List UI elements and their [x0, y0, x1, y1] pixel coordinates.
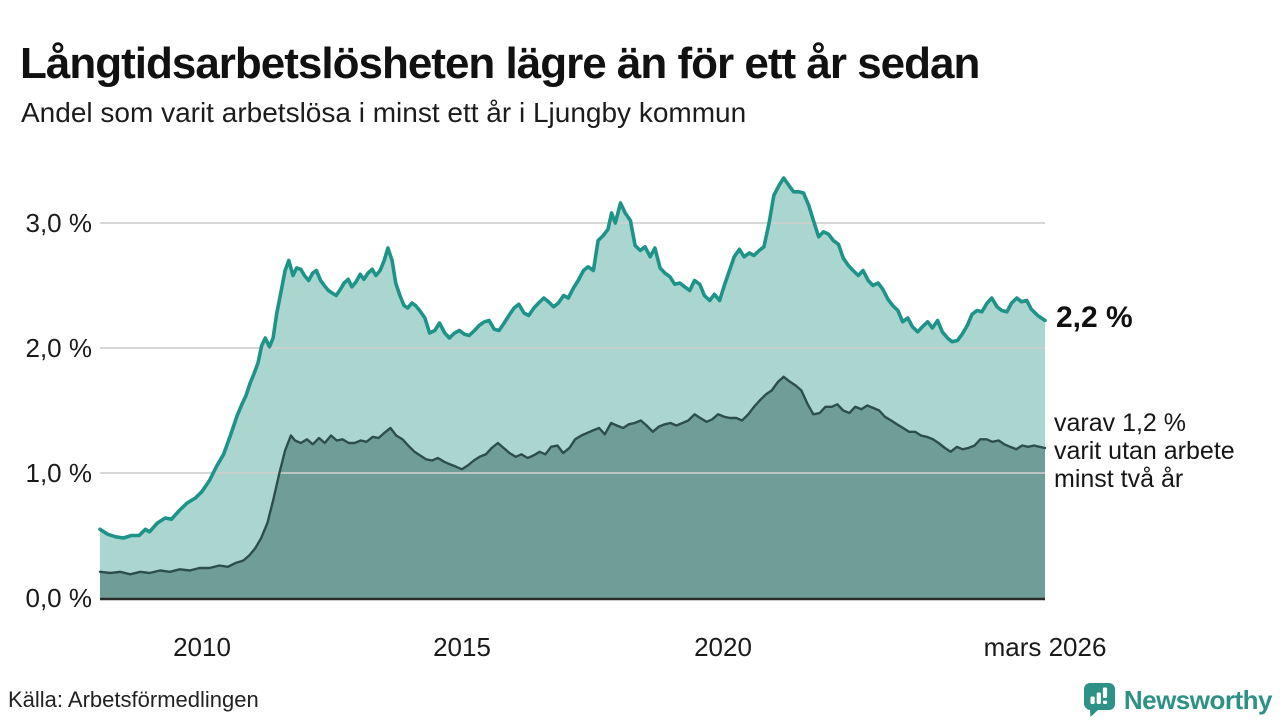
newsworthy-wordmark: Newsworthy [1123, 684, 1273, 715]
x-tick-label: 2010 [173, 632, 231, 662]
series-min-tva-ar-area [100, 376, 1045, 598]
y-tick-label: 3,0 % [25, 208, 93, 238]
newsworthy-bubble-icon [1083, 683, 1115, 717]
y-tick-label: 1,0 % [25, 458, 93, 488]
series-min-ett-ar-line [98, 176, 1047, 540]
secondary-annotation-line: varav 1,2 % [1054, 409, 1187, 437]
end-value-annotation: 2,2 % [1056, 301, 1133, 334]
secondary-annotation: varav 1,2 % varit utan arbete minst två … [1054, 409, 1235, 493]
x-tick-label: 2015 [433, 632, 491, 662]
secondary-annotation-line: minst två år [1054, 465, 1184, 493]
secondary-annotation-line: varit utan arbete [1054, 437, 1235, 465]
page-title: Långtidsarbetslösheten lägre än för ett … [20, 39, 980, 89]
y-tick-label: 2,0 % [25, 333, 93, 363]
series-min-tva-ar-line [98, 375, 1047, 576]
source-credit: Källa: Arbetsförmedlingen [8, 687, 259, 712]
x-tick-label: mars 2026 [983, 632, 1107, 662]
newsworthy-logo: Newsworthy [1083, 682, 1273, 718]
y-tick-label: 0,0 % [25, 583, 93, 613]
page-subtitle: Andel som varit arbetslösa i minst ett å… [21, 97, 747, 128]
x-tick-label: 2020 [694, 632, 752, 662]
